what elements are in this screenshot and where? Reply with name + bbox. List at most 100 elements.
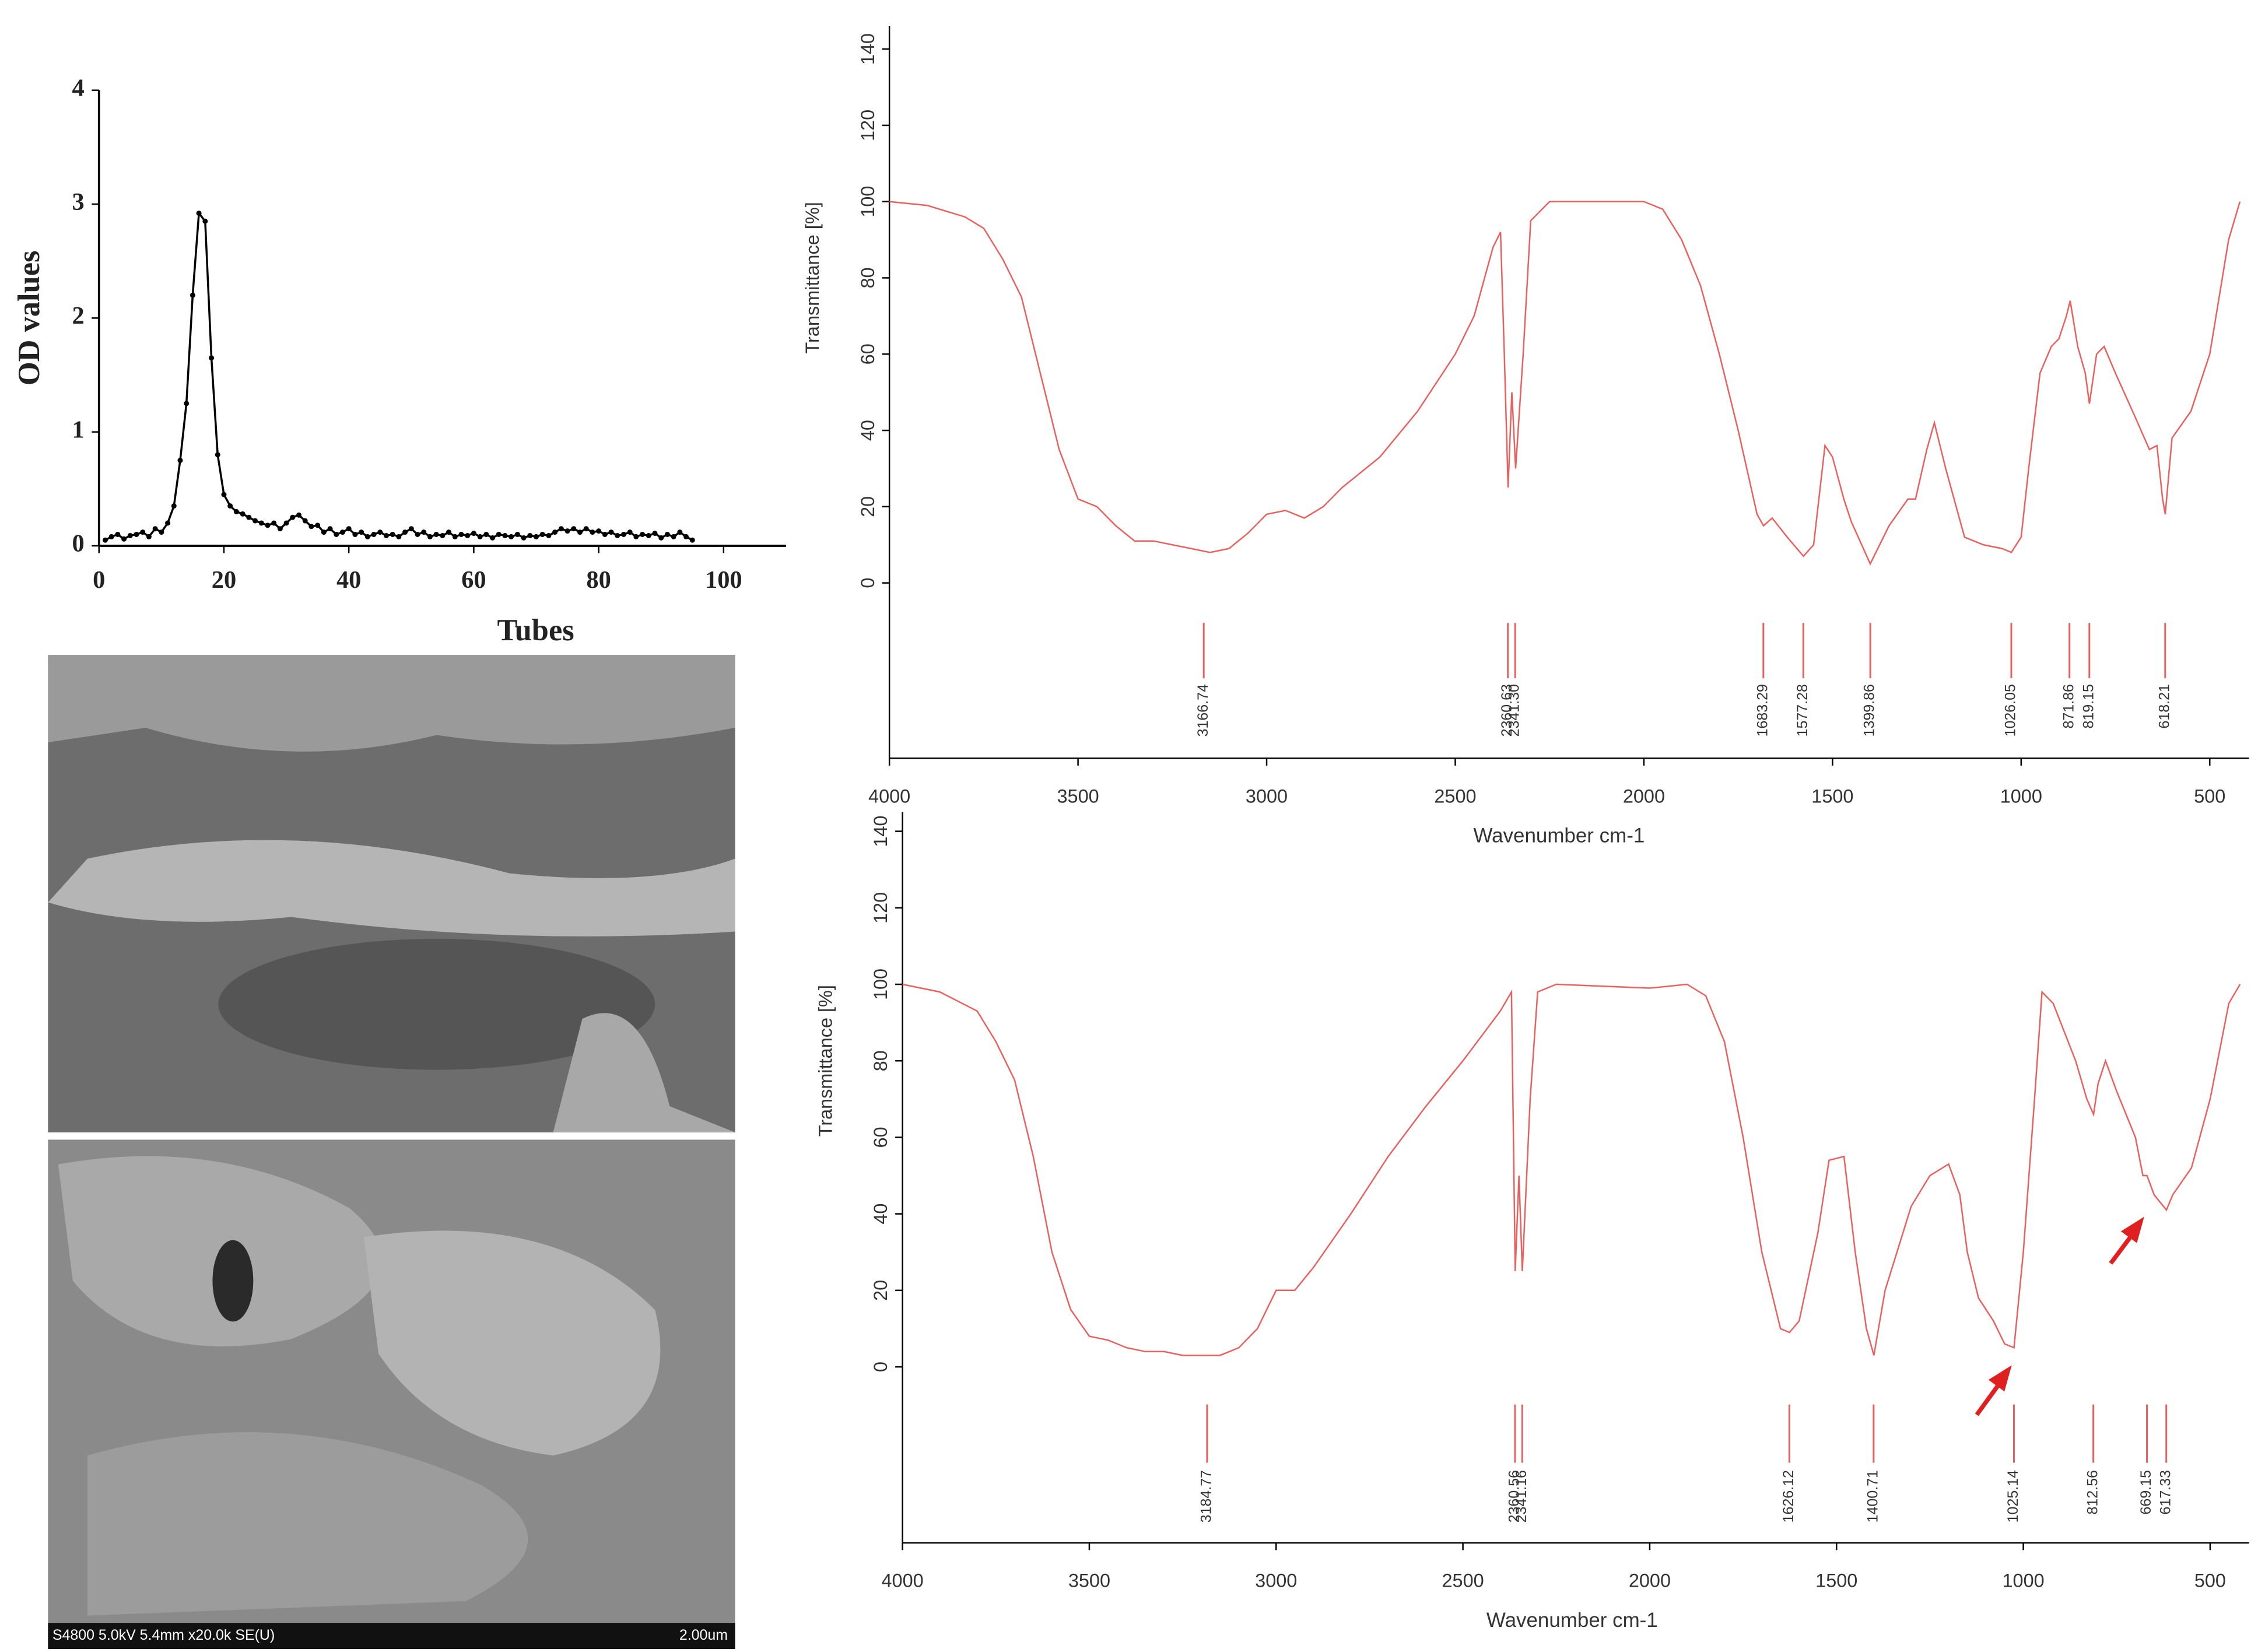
- y-tick-label: 120: [870, 892, 891, 924]
- data-point: [134, 531, 139, 537]
- data-point: [346, 526, 352, 532]
- data-point: [683, 534, 689, 539]
- data-point: [215, 452, 220, 458]
- x-tick-label: 2500: [1442, 1570, 1484, 1591]
- data-point: [527, 532, 533, 538]
- x-tick-label: 60: [461, 566, 486, 594]
- y-tick-label: 1: [72, 416, 85, 443]
- sem-scale: 2.00um: [679, 1627, 728, 1643]
- y-tick-label: 140: [870, 816, 891, 847]
- data-point: [590, 529, 595, 535]
- x-tick-label: 2500: [1434, 785, 1476, 806]
- data-point: [627, 529, 633, 535]
- x-tick-label: 3000: [1246, 785, 1288, 806]
- peak-label: 1400.71: [1864, 1470, 1881, 1523]
- data-point: [240, 511, 246, 517]
- data-point: [633, 534, 639, 539]
- data-point: [283, 520, 289, 526]
- data-point: [483, 531, 489, 537]
- data-point: [171, 503, 177, 509]
- data-point: [539, 531, 545, 537]
- data-point: [533, 534, 539, 539]
- y-tick-label: 0: [857, 578, 878, 588]
- x-tick-label: 20: [212, 566, 236, 594]
- x-tick-label: 500: [2194, 1570, 2226, 1591]
- peak-label: 1399.86: [1861, 684, 1878, 736]
- data-point: [290, 514, 296, 520]
- y-tick-label: 0: [72, 530, 85, 557]
- y-tick-label: 140: [857, 33, 878, 65]
- y-axis-label: Transmittance [%]: [802, 202, 823, 353]
- data-point: [502, 532, 508, 538]
- data-point: [108, 534, 114, 539]
- data-point: [152, 526, 158, 532]
- data-point: [209, 355, 215, 361]
- data-point: [408, 526, 414, 532]
- sem-caption: S4800 5.0kV 5.4mm x20.0k SE(U): [52, 1627, 275, 1643]
- peak-label: 2360.63: [1499, 684, 1515, 736]
- data-point: [446, 529, 452, 535]
- data-point: [390, 531, 395, 537]
- peak-label: 2341.16: [1513, 1470, 1530, 1523]
- y-tick-label: 4: [72, 74, 85, 101]
- data-point: [452, 534, 458, 539]
- data-point: [402, 529, 408, 535]
- data-point: [383, 532, 389, 538]
- y-tick-label: 80: [870, 1050, 891, 1071]
- data-point: [265, 522, 271, 528]
- data-point: [277, 526, 283, 532]
- data-point: [308, 524, 314, 529]
- data-point: [658, 535, 664, 541]
- peak-label: 3166.74: [1195, 684, 1211, 736]
- x-tick-label: 80: [586, 566, 611, 594]
- data-point: [552, 529, 558, 535]
- peak-label: 617.33: [2157, 1470, 2173, 1514]
- peak-label: 1026.05: [2003, 684, 2019, 736]
- y-axis-label: Transmittance [%]: [815, 985, 836, 1137]
- data-point: [334, 531, 339, 537]
- x-tick-label: 4000: [868, 785, 910, 806]
- y-tick-label: 100: [857, 186, 878, 218]
- peak-label: 1626.12: [1780, 1470, 1797, 1523]
- x-tick-label: 3500: [1057, 785, 1099, 806]
- data-point: [652, 531, 658, 536]
- data-point: [121, 536, 127, 542]
- data-point: [115, 531, 121, 537]
- data-point: [258, 520, 264, 526]
- x-tick-label: 3000: [1255, 1570, 1297, 1591]
- arrow: [1975, 1216, 2144, 1416]
- x-tick-label: 4000: [882, 1570, 924, 1591]
- x-tick-label: 500: [2194, 785, 2225, 806]
- y-tick-label: 3: [72, 188, 85, 216]
- sem-image-top: [48, 655, 735, 1132]
- x-tick-label: 1500: [1815, 1570, 1857, 1591]
- data-line: [902, 983, 2241, 1356]
- data-point: [315, 522, 321, 528]
- y-tick-label: 40: [857, 420, 878, 441]
- data-point: [646, 532, 651, 538]
- data-point: [596, 528, 602, 534]
- data-point: [246, 514, 252, 520]
- data-point: [677, 529, 683, 535]
- sem-image-bottom: S4800 5.0kV 5.4mm x20.0k SE(U) 2.00um: [48, 1139, 735, 1650]
- data-point: [321, 529, 327, 535]
- data-point: [146, 534, 152, 539]
- data-point: [689, 537, 695, 543]
- x-tick-label: 100: [705, 566, 742, 594]
- data-point: [102, 537, 108, 543]
- y-tick-label: 60: [857, 343, 878, 364]
- data-point: [339, 529, 345, 535]
- y-tick-label: 40: [870, 1204, 891, 1225]
- data-point: [565, 528, 570, 534]
- peak-label: 871.86: [2060, 684, 2077, 728]
- data-point: [608, 529, 614, 535]
- data-point: [640, 531, 646, 537]
- x-tick-label: 40: [336, 566, 361, 594]
- data-point: [620, 531, 626, 537]
- peak-label: 3184.77: [1198, 1470, 1214, 1523]
- y-tick-label: 0: [870, 1362, 891, 1372]
- peak-label: 2341.30: [1506, 684, 1523, 736]
- x-tick-label: 2000: [1623, 785, 1665, 806]
